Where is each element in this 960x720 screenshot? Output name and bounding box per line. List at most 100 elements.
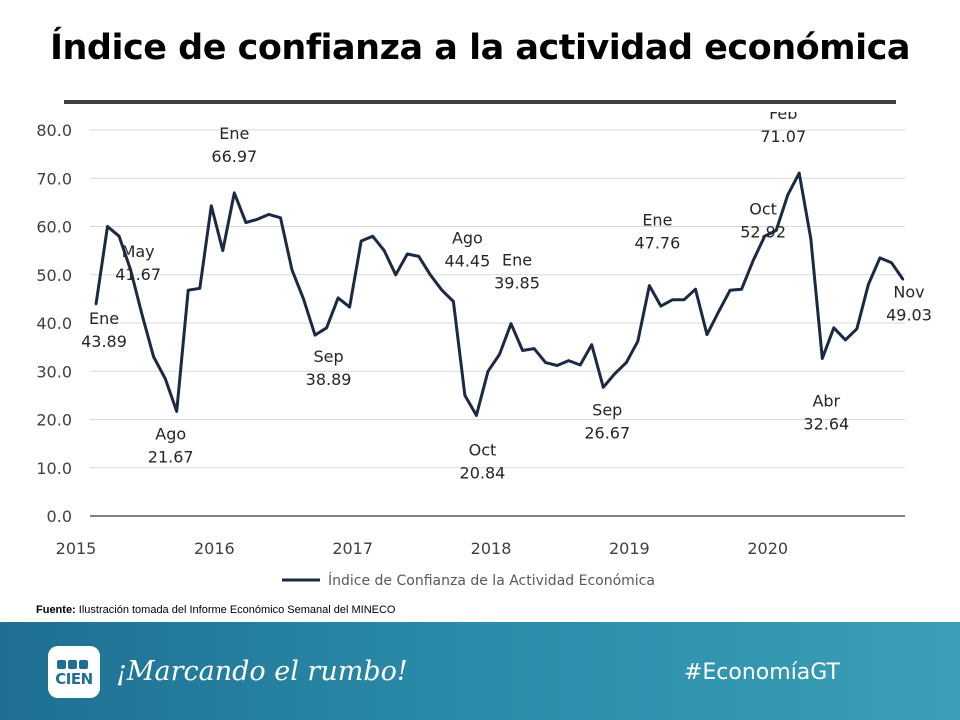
data-point bbox=[694, 288, 697, 291]
data-point bbox=[844, 338, 847, 342]
data-point bbox=[313, 333, 317, 337]
data-point bbox=[740, 288, 743, 291]
data-point bbox=[648, 284, 651, 287]
annotation-month: May bbox=[122, 242, 155, 261]
annotation-month: Oct bbox=[469, 440, 497, 459]
annotation-month: Abr bbox=[812, 392, 840, 411]
data-point bbox=[613, 372, 616, 375]
cien-logo: CIEN bbox=[48, 646, 100, 698]
x-tick-label: 2019 bbox=[609, 539, 650, 558]
chart-area: 0.0 10.0 20.0 30.0 40.0 50.0 60.0 70.0 80.0 2015 2… bbox=[28, 112, 940, 596]
data-point bbox=[267, 213, 271, 216]
x-tick-label: 2017 bbox=[332, 539, 373, 558]
data-point bbox=[175, 410, 178, 413]
data-point bbox=[625, 361, 628, 364]
annotation: Ene 43.89 bbox=[81, 309, 127, 351]
data-point bbox=[717, 310, 720, 314]
data-point bbox=[302, 297, 305, 301]
annotation-month: Ene bbox=[642, 211, 672, 230]
data-point bbox=[786, 193, 789, 197]
data-point bbox=[855, 327, 859, 330]
y-tick-label: 70.0 bbox=[36, 169, 72, 188]
data-point bbox=[728, 288, 732, 292]
legend-label: Índice de Confianza de la Actividad Econ… bbox=[328, 572, 655, 589]
data-point bbox=[325, 326, 328, 330]
data-point bbox=[163, 377, 167, 380]
annotation-month: Ago bbox=[452, 229, 483, 248]
data-point bbox=[544, 361, 547, 364]
x-tick-label: 2015 bbox=[56, 539, 97, 558]
data-point bbox=[463, 394, 467, 397]
data-point bbox=[452, 300, 455, 303]
annotation-month: Ene bbox=[219, 124, 249, 143]
y-tick-label: 40.0 bbox=[36, 314, 72, 333]
data-point bbox=[279, 216, 282, 220]
annotation-month: Feb bbox=[769, 112, 797, 123]
annotation-month: Ene bbox=[89, 309, 119, 328]
annotation: Feb 71.07 bbox=[760, 112, 806, 146]
data-point bbox=[383, 249, 386, 252]
data-point bbox=[290, 268, 294, 272]
data-point bbox=[256, 218, 259, 221]
data-point bbox=[371, 234, 374, 238]
data-point bbox=[152, 355, 155, 358]
line-chart: 0.0 10.0 20.0 30.0 40.0 50.0 60.0 70.0 80.0 2015 2… bbox=[36, 112, 932, 589]
annotation: Ago 44.45 bbox=[444, 229, 490, 271]
data-point bbox=[198, 287, 201, 290]
data-point bbox=[440, 288, 444, 292]
data-point bbox=[602, 386, 605, 389]
data-point bbox=[590, 343, 593, 346]
data-point bbox=[244, 221, 248, 224]
data-point bbox=[579, 363, 582, 367]
data-point bbox=[475, 414, 478, 417]
annotation-month: Sep bbox=[313, 347, 343, 366]
hashtag: #EconomíaGT bbox=[683, 660, 840, 685]
annotation-value: 21.67 bbox=[148, 447, 194, 466]
slide-title: Índice de confianza a la actividad econó… bbox=[49, 28, 911, 68]
x-tick-label: 2020 bbox=[747, 539, 788, 558]
annotation-value: 32.64 bbox=[803, 415, 849, 434]
annotation: Sep 26.67 bbox=[584, 400, 630, 442]
data-point bbox=[867, 283, 870, 286]
y-tick-label: 60.0 bbox=[36, 218, 72, 237]
annotation-value: 52.92 bbox=[740, 223, 786, 242]
data-point bbox=[429, 273, 432, 276]
annotation-value: 71.07 bbox=[760, 127, 806, 146]
data-point bbox=[532, 347, 536, 350]
data-point bbox=[106, 225, 109, 228]
logo-text: CIEN bbox=[55, 670, 93, 688]
data-point bbox=[94, 303, 98, 306]
annotation-month: Oct bbox=[749, 200, 777, 219]
data-point bbox=[821, 357, 824, 360]
data-point bbox=[659, 304, 663, 308]
annotation: Ene 47.76 bbox=[634, 211, 680, 253]
data-point bbox=[486, 370, 490, 373]
data-point bbox=[210, 204, 213, 207]
y-tick-label: 10.0 bbox=[36, 459, 72, 478]
data-point bbox=[878, 256, 882, 260]
y-tick-label: 20.0 bbox=[36, 411, 72, 430]
x-tick-label: 2016 bbox=[194, 539, 235, 558]
source-note: Fuente: Ilustración tomada del Informe E… bbox=[36, 604, 396, 616]
annotation: Abr 32.64 bbox=[803, 392, 849, 434]
footer-band: CIEN ¡Marcando el rumbo! #EconomíaGT bbox=[0, 622, 960, 720]
data-point bbox=[498, 353, 501, 356]
annotation: Ene 66.97 bbox=[211, 124, 257, 166]
annotation-value: 38.89 bbox=[306, 370, 352, 389]
data-point bbox=[763, 234, 766, 238]
annotation: May 41.67 bbox=[115, 242, 161, 284]
data-point bbox=[890, 261, 893, 264]
data-point bbox=[509, 322, 513, 325]
data-point bbox=[406, 252, 409, 256]
annotation-value: 20.84 bbox=[460, 463, 506, 482]
data-point bbox=[636, 340, 640, 343]
annotation: Ene 39.85 bbox=[494, 251, 540, 293]
y-tick-label: 50.0 bbox=[36, 266, 72, 285]
annotation-value: 43.89 bbox=[81, 332, 127, 351]
data-point bbox=[705, 333, 709, 336]
annotation: Nov 49.03 bbox=[886, 282, 932, 324]
annotation-value: 26.67 bbox=[584, 423, 630, 442]
source-label: Fuente: bbox=[36, 604, 76, 616]
annotation: Ago 21.67 bbox=[148, 424, 194, 466]
title-divider bbox=[64, 100, 896, 104]
